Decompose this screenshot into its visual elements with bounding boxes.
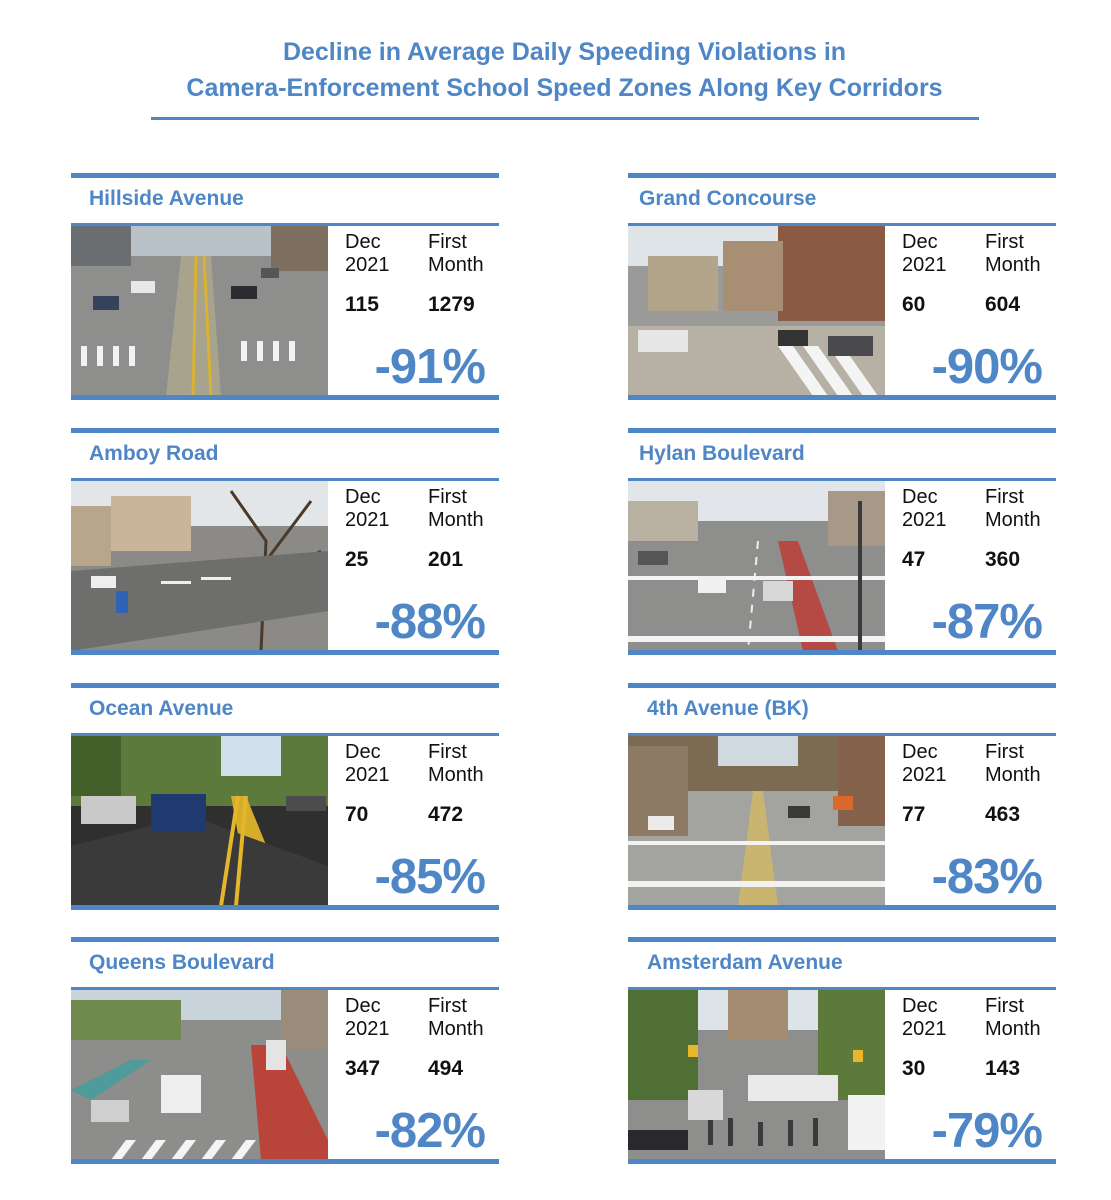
dec-2021-label: Dec 2021 xyxy=(902,231,947,276)
first-month-value: 463 xyxy=(985,803,1021,826)
dec-2021-value: 77 xyxy=(902,803,926,826)
corridor-card-grand-concourse: Grand Concourse Dec 2021 First Month 60 … xyxy=(628,173,1056,405)
corridor-card-4th-avenue-bk: 4th Avenue (BK) Dec 2021 First Month 77 … xyxy=(628,683,1056,915)
street-photo xyxy=(71,226,328,396)
first-month-label: First Month xyxy=(428,741,484,786)
first-month-value: 1279 xyxy=(428,293,475,316)
first-month-label: First Month xyxy=(985,995,1041,1040)
card-mid-rule xyxy=(628,478,1056,481)
first-month-value: 360 xyxy=(985,548,1021,571)
percent-change: -90% xyxy=(931,340,1043,394)
percent-change: -87% xyxy=(931,595,1043,649)
percent-change: -91% xyxy=(374,340,486,394)
first-month-label: First Month xyxy=(985,231,1041,276)
card-top-rule xyxy=(71,428,499,433)
card-bottom-rule xyxy=(628,395,1056,400)
corridor-card-ocean-avenue: Ocean Avenue Dec 2021 First Month 70 472… xyxy=(71,683,499,915)
percent-change: -79% xyxy=(931,1104,1043,1158)
card-top-rule xyxy=(71,173,499,178)
first-month-value: 143 xyxy=(985,1057,1021,1080)
card-top-rule xyxy=(628,937,1056,942)
card-bottom-rule xyxy=(71,650,499,655)
card-mid-rule xyxy=(71,987,499,990)
card-mid-rule xyxy=(71,733,499,736)
dec-2021-value: 347 xyxy=(345,1057,381,1080)
dec-2021-label: Dec 2021 xyxy=(345,486,390,531)
percent-change: -82% xyxy=(374,1104,486,1158)
card-mid-rule xyxy=(71,223,499,226)
street-photo xyxy=(628,226,885,396)
card-top-rule xyxy=(628,683,1056,688)
corridor-name: Amsterdam Avenue xyxy=(647,951,843,974)
dec-2021-label: Dec 2021 xyxy=(902,995,947,1040)
card-mid-rule xyxy=(71,478,499,481)
card-top-rule xyxy=(628,428,1056,433)
dec-2021-label: Dec 2021 xyxy=(345,995,390,1040)
card-bottom-rule xyxy=(71,395,499,400)
corridor-name: Amboy Road xyxy=(89,442,219,465)
street-photo xyxy=(71,990,328,1160)
card-mid-rule xyxy=(628,733,1056,736)
corridor-name: Hillside Avenue xyxy=(89,187,244,210)
street-photo xyxy=(628,481,885,651)
street-photo xyxy=(71,736,328,906)
card-top-rule xyxy=(71,683,499,688)
corridor-name: Hylan Boulevard xyxy=(639,442,805,465)
card-bottom-rule xyxy=(71,905,499,910)
corridor-name: Queens Boulevard xyxy=(89,951,275,974)
first-month-value: 201 xyxy=(428,548,464,571)
first-month-label: First Month xyxy=(428,486,484,531)
corridor-card-amboy-road: Amboy Road Dec 2021 First Month 25 201 -… xyxy=(71,428,499,660)
card-bottom-rule xyxy=(71,1159,499,1164)
dec-2021-value: 25 xyxy=(345,548,369,571)
first-month-label: First Month xyxy=(428,995,484,1040)
first-month-label: First Month xyxy=(428,231,484,276)
card-bottom-rule xyxy=(628,650,1056,655)
card-bottom-rule xyxy=(628,905,1056,910)
corridor-card-hylan-boulevard: Hylan Boulevard Dec 2021 First Month 47 … xyxy=(628,428,1056,660)
street-photo xyxy=(628,990,885,1160)
page-title: Decline in Average Daily Speeding Violat… xyxy=(0,34,1111,106)
dec-2021-label: Dec 2021 xyxy=(345,231,390,276)
percent-change: -88% xyxy=(374,595,486,649)
dec-2021-value: 60 xyxy=(902,293,926,316)
dec-2021-label: Dec 2021 xyxy=(902,486,947,531)
dec-2021-value: 47 xyxy=(902,548,926,571)
card-mid-rule xyxy=(628,223,1056,226)
card-mid-rule xyxy=(628,987,1056,990)
corridor-card-amsterdam-avenue: Amsterdam Avenue Dec 2021 First Month 30… xyxy=(628,937,1056,1169)
card-top-rule xyxy=(71,937,499,942)
first-month-value: 472 xyxy=(428,803,464,826)
street-photo xyxy=(628,736,885,906)
dec-2021-value: 115 xyxy=(345,293,379,316)
first-month-label: First Month xyxy=(985,486,1041,531)
first-month-value: 604 xyxy=(985,293,1021,316)
corridor-name: 4th Avenue (BK) xyxy=(647,697,809,720)
dec-2021-label: Dec 2021 xyxy=(902,741,947,786)
title-line-2: Camera-Enforcement School Speed Zones Al… xyxy=(186,74,943,102)
card-bottom-rule xyxy=(628,1159,1056,1164)
card-top-rule xyxy=(628,173,1056,178)
corridor-card-hillside-avenue: Hillside Avenue Dec 2021 First Month 115… xyxy=(71,173,499,405)
corridor-name: Grand Concourse xyxy=(639,187,817,210)
percent-change: -83% xyxy=(931,850,1043,904)
title-line-1: Decline in Average Daily Speeding Violat… xyxy=(282,38,847,66)
percent-change: -85% xyxy=(374,850,486,904)
corridor-card-queens-boulevard: Queens Boulevard Dec 2021 First Month 34… xyxy=(71,937,499,1169)
street-photo xyxy=(71,481,328,651)
dec-2021-value: 70 xyxy=(345,803,369,826)
title-underline xyxy=(151,117,979,120)
first-month-value: 494 xyxy=(428,1057,464,1080)
corridor-name: Ocean Avenue xyxy=(89,697,234,720)
dec-2021-value: 30 xyxy=(902,1057,926,1080)
first-month-label: First Month xyxy=(985,741,1041,786)
dec-2021-label: Dec 2021 xyxy=(345,741,390,786)
